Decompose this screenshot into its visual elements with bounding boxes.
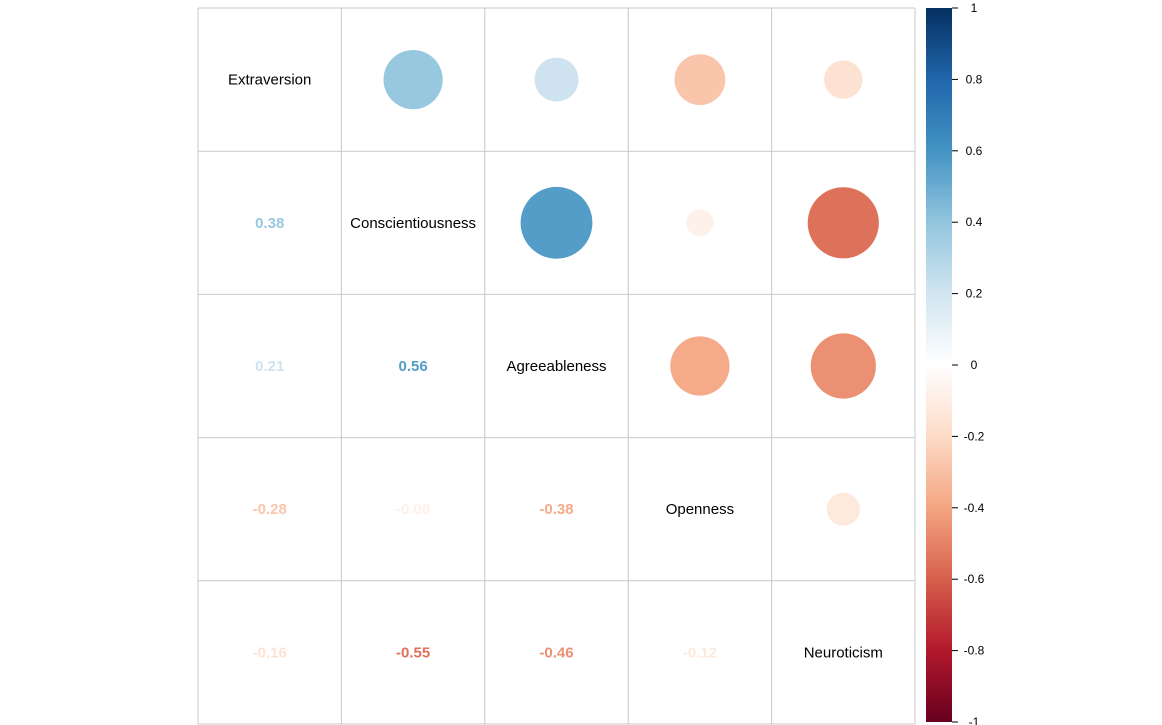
correlation-value: -0.16 [253,644,287,661]
colorbar: 1 0.8 0.6 0.4 0.2 0 -0.2 -0.4 -0.6 -0.8 -1 [926,1,985,725]
correlation-circle [810,333,876,399]
correlation-value: 0.38 [255,215,284,232]
correlation-circle [534,57,579,102]
correlation-value: -0.28 [253,501,287,518]
correlation-circle [826,492,860,526]
correlation-circle [807,187,879,259]
colorbar-tick-label: 0 [971,358,978,372]
correlation-circle [686,209,714,237]
correlation-value: -0.55 [396,644,430,661]
correlation-value: -0.38 [539,501,573,518]
correlation-circle [674,54,726,105]
colorbar-tick-label: -0.6 [964,572,985,586]
variable-label: Neuroticism [804,644,883,661]
correlation-circle [670,336,730,396]
correlation-value: -0.12 [683,644,717,661]
correlation-circle [383,50,443,110]
colorbar-tick-label: 0.4 [966,215,983,229]
colorbar-tick-label: -1 [969,715,980,725]
colorbar-tick-label: 1 [971,1,978,15]
variable-label: Openness [666,501,734,518]
variable-label: Conscientiousness [350,215,476,232]
matrix-grid [197,7,916,725]
colorbar-gradient [926,8,952,722]
colorbar-tick-label: 0.8 [966,72,983,86]
correlation-value: -0.46 [539,644,573,661]
colorbar-tick-label: -0.4 [964,501,985,515]
matrix-cells: Extraversion 0.38 Conscientiousness 0.21 0.5… [228,50,883,661]
correlation-value: 0.21 [255,358,284,375]
correlation-value: 0.56 [398,358,427,375]
correlation-circle [520,186,593,259]
colorbar-tick-label: -0.8 [964,644,985,658]
correlation-value: -0.08 [396,501,430,518]
colorbar-tick-label: 0.6 [966,144,983,158]
colorbar-tick-label: 0.2 [966,287,983,301]
variable-label: Agreeableness [506,358,606,375]
variable-label: Extraversion [228,72,311,89]
colorbar-tick-label: -0.2 [964,429,985,443]
correlation-circle [824,60,863,99]
